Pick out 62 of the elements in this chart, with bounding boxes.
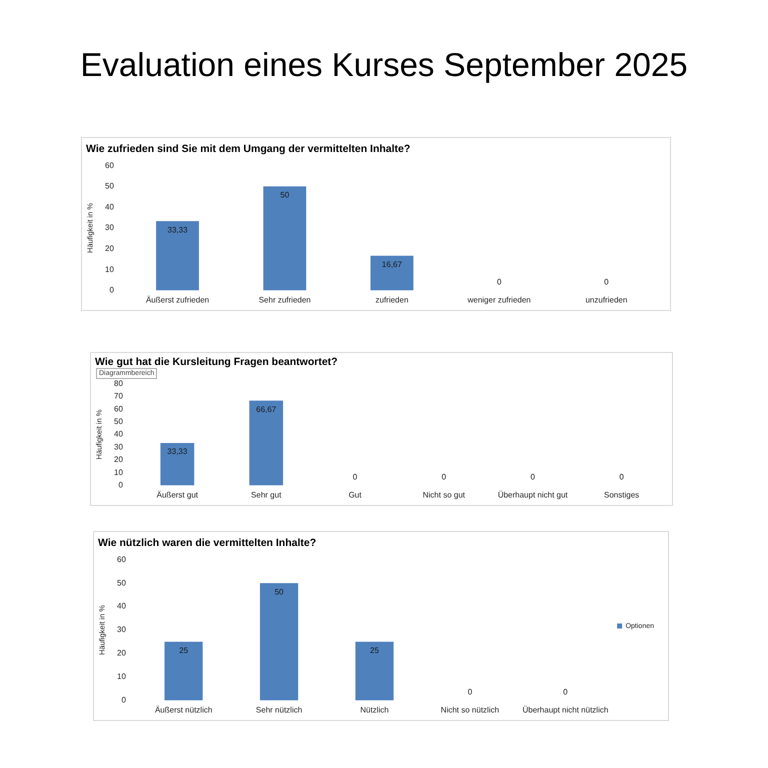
data-label: 25 <box>370 646 380 655</box>
y-tick-label: 60 <box>104 160 114 170</box>
y-tick-label: 50 <box>114 416 124 426</box>
y-tick-label: 50 <box>116 578 126 588</box>
data-label: 50 <box>274 587 284 596</box>
y-tick-label: 20 <box>104 244 114 254</box>
y-tick-label: 0 <box>121 696 126 705</box>
x-tick-label: Sehr nützlich <box>256 705 302 714</box>
data-label: 0 <box>468 688 473 697</box>
y-tick-label: 30 <box>104 223 114 232</box>
x-tick-label: weniger zufrieden <box>466 295 531 304</box>
x-tick-label: Sehr gut <box>251 490 282 500</box>
y-tick-label: 60 <box>114 404 124 414</box>
x-tick-label: Sehr zufrieden <box>258 295 311 304</box>
data-label: 0 <box>619 472 624 482</box>
y-tick-label: 50 <box>104 182 114 191</box>
data-label: 0 <box>496 278 502 287</box>
y-tick-label: 40 <box>116 602 126 611</box>
bar <box>370 256 414 290</box>
y-tick-label: 10 <box>104 264 114 274</box>
chart-title: Wie gut hat die Kursleitung Fragen beantwortet? <box>95 356 338 368</box>
data-label: 25 <box>179 646 189 655</box>
y-tick-label: 70 <box>114 392 124 401</box>
x-tick-label: Überhaupt nicht gut <box>498 490 568 500</box>
x-tick-label: Sonstiges <box>604 490 640 500</box>
y-tick-label: 30 <box>114 442 124 452</box>
x-tick-label: Äußerst gut <box>156 490 199 500</box>
chart-title: Wie nützlich waren die vermittelten Inhalte? <box>98 537 316 550</box>
data-label: 33,33 <box>167 447 188 456</box>
data-label: 0 <box>352 472 358 482</box>
data-label: 16,67 <box>382 260 403 269</box>
x-tick-label: Äußerst zufrieden <box>146 295 210 304</box>
y-tick-label: 80 <box>114 378 124 388</box>
x-tick-label: Nicht so gut <box>422 490 466 500</box>
y-tick-label: 10 <box>116 672 126 682</box>
x-tick-label: Äußerst nützlich <box>154 705 212 714</box>
y-tick-label: 0 <box>109 286 114 295</box>
y-tick-label: 20 <box>114 455 124 464</box>
x-tick-label: zufrieden <box>375 295 408 304</box>
y-tick-label: 0 <box>118 480 124 490</box>
bar <box>263 186 306 290</box>
data-label: 0 <box>604 278 610 287</box>
data-label: 50 <box>280 190 290 200</box>
y-tick-label: 40 <box>104 202 114 212</box>
y-tick-label: 30 <box>116 625 126 634</box>
data-label: 0 <box>530 472 536 482</box>
x-tick-label: Nicht so nützlich <box>440 705 500 714</box>
data-label: 33,33 <box>167 225 188 234</box>
data-label: 0 <box>442 472 447 482</box>
data-label: 0 <box>563 688 568 697</box>
x-tick-label: Gut <box>348 490 362 500</box>
bar <box>156 221 199 290</box>
y-tick-label: 10 <box>114 468 124 477</box>
y-tick-label: 60 <box>116 554 126 564</box>
x-tick-label: Nützlich <box>360 705 389 714</box>
y-tick-label: 40 <box>114 430 124 439</box>
data-label: 66,67 <box>256 404 277 414</box>
chart-title: Wie zufrieden sind Sie mit dem Umgang der vermittelten Inhalte? <box>86 143 410 156</box>
y-tick-label: 20 <box>116 648 126 658</box>
x-tick-label: unzufrieden <box>585 295 628 304</box>
text: Evaluation eines Kurses September 2025 <box>79 45 689 85</box>
x-tick-label: Überhaupt nicht nützlich <box>522 705 608 714</box>
